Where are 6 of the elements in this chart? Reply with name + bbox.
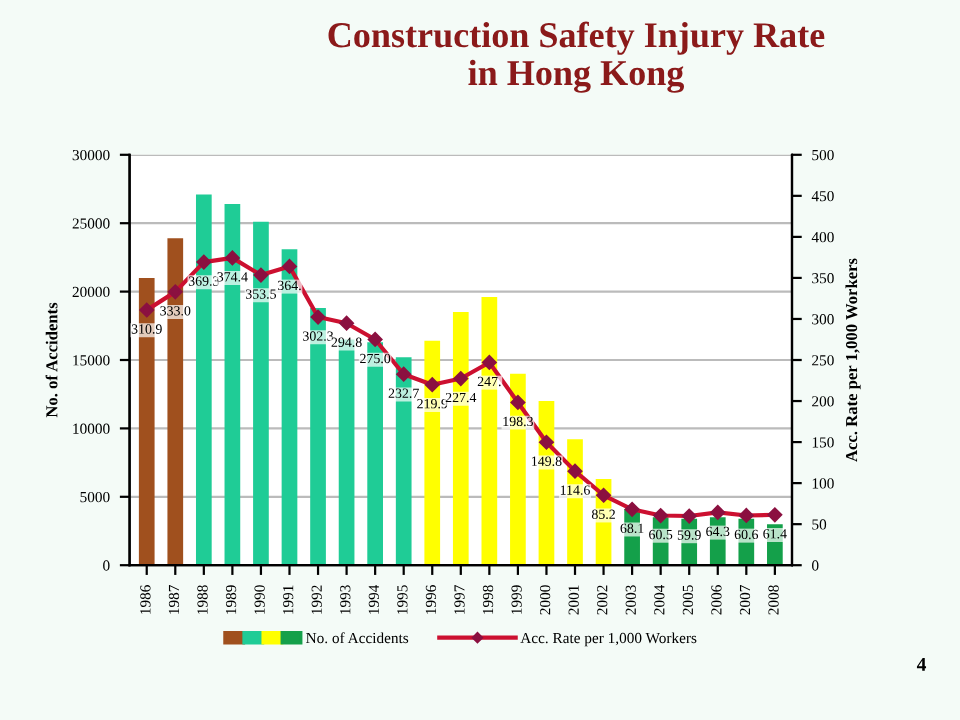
text: 4: [916, 657, 927, 671]
bar: [481, 297, 498, 566]
bar: [281, 249, 298, 566]
y-axis-title: No. of Accidents: [45, 302, 58, 418]
y2-axis-title: Acc. Rate per 1,000 Workers: [845, 258, 861, 462]
chart-title: Construction Safety Injury Rate in Hong Kong: [328, 21, 825, 93]
